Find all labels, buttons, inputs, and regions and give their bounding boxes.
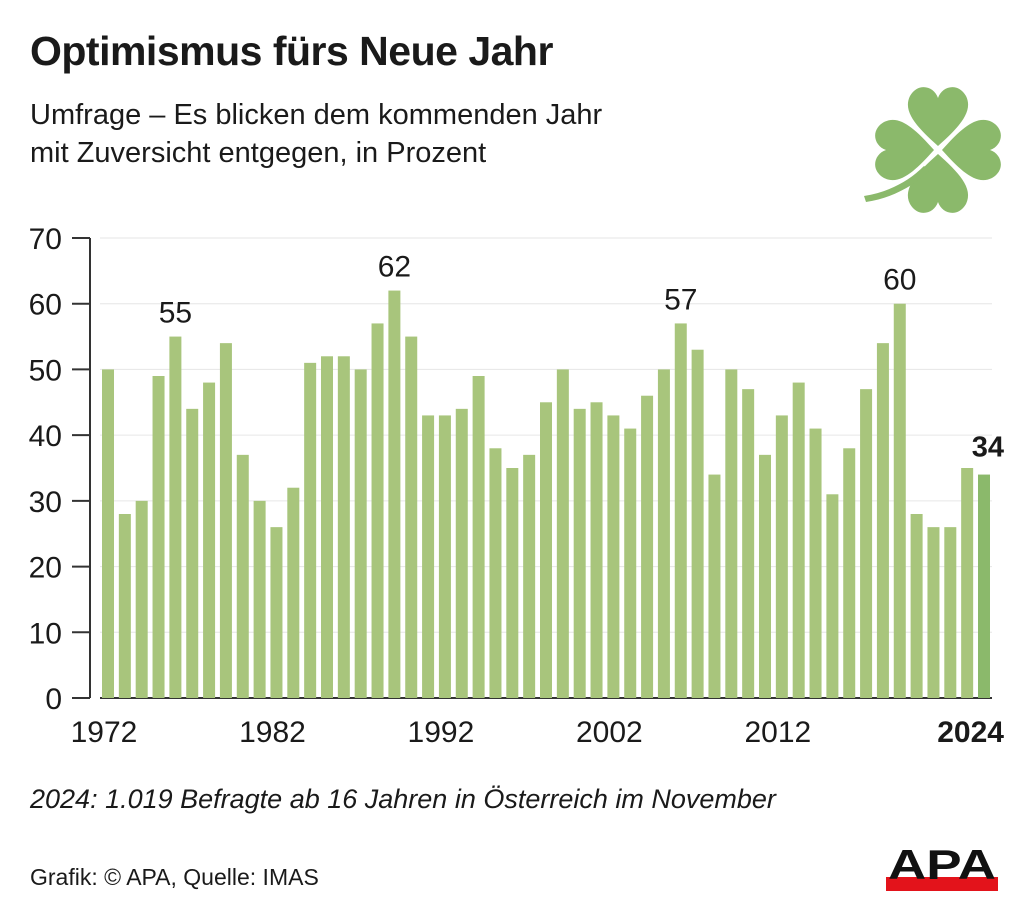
bar-2007 (691, 349, 704, 698)
x-tick-label-1982: 1982 (239, 716, 306, 749)
subtitle-line-1: Umfrage – Es blicken dem kommenden Jahr (30, 99, 603, 131)
bar-2004 (641, 395, 654, 698)
bar-1972 (102, 369, 114, 698)
y-tick-label: 10 (29, 617, 62, 650)
bar-1993 (455, 408, 468, 698)
bar-1977 (186, 408, 199, 698)
bar-1979 (219, 343, 232, 698)
y-tick-label: 30 (29, 486, 62, 519)
x-tick-label-1972: 1972 (71, 716, 138, 749)
bar-2022 (944, 527, 957, 698)
chart-subtitle: Umfrage – Es blicken dem kommenden Jahr … (30, 96, 830, 172)
bar-1980 (236, 454, 249, 698)
bar-2011 (759, 454, 771, 698)
bar-2014 (809, 428, 822, 698)
data-label-1976: 55 (159, 297, 192, 330)
y-tick-label: 40 (29, 420, 62, 453)
bar-1973 (118, 514, 131, 698)
bar-2012 (775, 415, 788, 698)
bar-2020 (910, 514, 923, 698)
x-tick-labels: 1972 1982 1992 2002 2012 2024 (71, 716, 1005, 749)
logo-red-bar (886, 877, 998, 891)
y-tick-label: 50 (29, 354, 62, 387)
bar-2001 (590, 402, 603, 698)
bar-1983 (287, 487, 300, 698)
bar-1975 (152, 376, 165, 698)
bar-2003 (624, 428, 637, 698)
data-labels: 55 62 57 60 34 (159, 251, 1004, 464)
bar-2010 (742, 389, 755, 698)
x-tick-label-1992: 1992 (408, 716, 475, 749)
bar-1985 (321, 356, 333, 698)
logo-text: APA (888, 843, 996, 888)
bar-2015 (826, 494, 839, 698)
four-leaf-clover-icon (864, 87, 1001, 213)
subtitle-line-2: mit Zuversicht entgegen, in Prozent (30, 137, 487, 169)
survey-footnote: 2024: 1.019 Befragte ab 16 Jahren in Öst… (30, 784, 776, 814)
source-credit: Grafik: © APA, Quelle: IMAS (30, 864, 319, 890)
bar-2009 (725, 369, 738, 698)
y-tick-labels: 0 10 20 30 40 50 60 70 (29, 223, 62, 716)
bar-2000 (573, 408, 586, 698)
bar-2017 (860, 389, 873, 698)
bar-chart: 0 10 20 30 40 50 60 70 55 62 57 60 34 1972 1982 1992 2… (29, 223, 1005, 749)
bar-1981 (253, 500, 266, 698)
bar-2013 (792, 382, 805, 698)
bar-1989 (388, 290, 401, 698)
apa-logo: APA (886, 843, 998, 891)
data-label-2019: 60 (883, 264, 916, 297)
bar-2023 (961, 468, 974, 698)
y-tick-label: 20 (29, 552, 62, 585)
x-tick-label-2012: 2012 (744, 716, 811, 749)
bar-1996 (506, 468, 519, 698)
bar-1994 (472, 376, 485, 698)
bar-1992 (438, 415, 451, 698)
bar-1974 (135, 500, 148, 698)
bar-2006 (674, 323, 687, 698)
data-label-2024: 34 (972, 432, 1004, 464)
bar-2008 (708, 474, 721, 698)
y-tick-label: 60 (29, 289, 62, 322)
bar-2021 (927, 527, 940, 698)
bar-2005 (657, 369, 670, 698)
bar-1998 (540, 402, 552, 698)
data-label-2006: 57 (664, 283, 697, 316)
bar-2019 (893, 303, 906, 698)
data-label-1989: 62 (378, 251, 411, 284)
bar-2024 (978, 474, 990, 698)
bar-1995 (489, 448, 502, 698)
y-tick-label: 70 (29, 223, 62, 256)
bar-2002 (607, 415, 620, 698)
bar-1999 (556, 369, 569, 698)
chart-title: Optimismus fürs Neue Jahr (30, 28, 553, 74)
bar-1990 (405, 336, 418, 698)
bar-1988 (371, 323, 384, 698)
bar-2018 (876, 343, 889, 698)
bar-1976 (169, 336, 182, 698)
bar-1997 (523, 454, 536, 698)
bar-1991 (422, 415, 435, 698)
bar-1987 (354, 369, 367, 698)
y-tick-label: 0 (45, 683, 62, 716)
bar-1986 (337, 356, 350, 698)
bar-1982 (270, 527, 283, 698)
bar-1978 (203, 382, 216, 698)
x-tick-label-2024: 2024 (937, 716, 1004, 749)
bar-2016 (843, 448, 856, 698)
bars (102, 290, 990, 698)
x-tick-label-2002: 2002 (576, 716, 643, 749)
bar-1984 (304, 362, 317, 698)
